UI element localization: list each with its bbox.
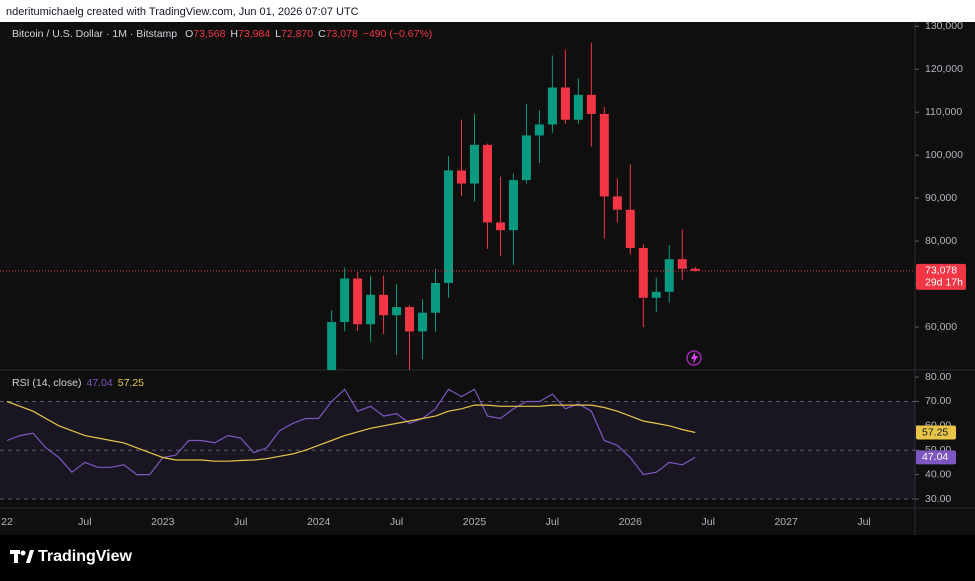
legend-key: C xyxy=(318,28,326,40)
candles xyxy=(327,42,700,370)
x-tick-label: Jul xyxy=(78,516,91,528)
rsi-legend: RSI (14, close) 47.04 57.25 xyxy=(12,377,144,389)
x-tick-label: 2024 xyxy=(307,516,331,528)
x-tick-label: Jul xyxy=(234,516,247,528)
x-tick-label: Jul xyxy=(857,516,870,528)
legend-value: 73,568 xyxy=(193,28,225,40)
legend-value: 57.25 xyxy=(118,377,144,389)
candle-body xyxy=(560,87,570,120)
candle-body xyxy=(508,180,518,231)
candle-body xyxy=(379,294,389,316)
rsi-line xyxy=(6,400,696,462)
header-bar xyxy=(0,0,975,22)
candle-body xyxy=(599,113,609,197)
candle-body xyxy=(586,94,596,114)
candle-body xyxy=(677,259,687,269)
candle-body xyxy=(353,278,363,325)
price-legend: Bitcoin / U.S. Dollar · 1M · Bitstamp O73… xyxy=(12,28,432,40)
candle-body xyxy=(340,278,350,323)
legend-change: −490 (−0.67%) xyxy=(363,28,432,40)
y-tick-label: 120,000 xyxy=(925,63,963,75)
candle-body xyxy=(469,144,479,184)
x-tick-label: 2026 xyxy=(619,516,643,528)
candle-body xyxy=(431,283,441,313)
alert-icon xyxy=(686,350,702,366)
header-text: nderitumichaelg created with TradingView… xyxy=(6,6,359,18)
chart-background xyxy=(0,22,975,535)
candle-body xyxy=(366,294,376,325)
y-tick-label: 80,000 xyxy=(925,235,957,247)
x-tick-label: Jul xyxy=(702,516,715,528)
x-tick-label: 22 xyxy=(1,516,13,528)
candle-body xyxy=(482,144,492,223)
legend-value: 47.04 xyxy=(86,377,112,389)
legend-value: 72,870 xyxy=(281,28,313,40)
y-tick-label: 70.00 xyxy=(925,395,951,407)
candle-body xyxy=(495,222,505,231)
candle-body xyxy=(547,87,557,125)
candle-body xyxy=(625,209,635,248)
value-tag xyxy=(916,450,956,465)
x-tick-label: Jul xyxy=(546,516,559,528)
value-tag-label: 57.25 xyxy=(922,426,948,438)
last-price-tag xyxy=(916,263,966,290)
candle-body xyxy=(456,170,466,184)
value-tag xyxy=(916,425,956,440)
candle-body xyxy=(327,322,337,370)
legend-key: O xyxy=(185,28,193,40)
y-tick-label: 90,000 xyxy=(925,192,957,204)
last-price-label: 73,078 xyxy=(925,265,957,277)
x-tick-label: 2025 xyxy=(463,516,487,528)
legend-value: 73,984 xyxy=(238,28,270,40)
legend-key: H xyxy=(230,28,238,40)
legend-title: RSI (14, close) xyxy=(12,377,81,389)
legend-title: Bitcoin / U.S. Dollar · 1M · Bitstamp xyxy=(12,28,177,40)
y-tick-label: 100,000 xyxy=(925,149,963,161)
x-tick-label: Jul xyxy=(390,516,403,528)
candle-body xyxy=(664,259,674,292)
x-tick-label: 2027 xyxy=(774,516,798,528)
legend-key: L xyxy=(275,28,281,40)
candle-body xyxy=(444,170,454,283)
candle-body xyxy=(651,291,661,298)
y-tick-label: 80.00 xyxy=(925,371,951,383)
candle-body xyxy=(392,307,402,316)
logo-icon xyxy=(10,550,34,563)
candle-body xyxy=(405,307,415,332)
candle-body xyxy=(418,312,428,332)
candle-body xyxy=(534,124,544,136)
candle-body xyxy=(521,135,531,181)
logo-text: TradingView xyxy=(38,548,133,565)
candle-body xyxy=(638,247,648,298)
y-tick-label: 130,000 xyxy=(925,20,963,32)
footer-bar xyxy=(0,535,975,581)
candle-body xyxy=(573,94,583,120)
legend-value: 73,078 xyxy=(326,28,358,40)
y-tick-label: 30.00 xyxy=(925,493,951,505)
candle-body xyxy=(690,268,700,271)
candle-body xyxy=(612,196,622,210)
y-tick-label: 110,000 xyxy=(925,106,962,118)
x-tick-label: 2023 xyxy=(151,516,175,528)
value-tag-label: 47.04 xyxy=(922,451,948,463)
countdown-label: 29d 17h xyxy=(925,277,963,289)
y-tick-label: 40.00 xyxy=(925,468,951,480)
y-tick-label: 60,000 xyxy=(925,321,957,333)
